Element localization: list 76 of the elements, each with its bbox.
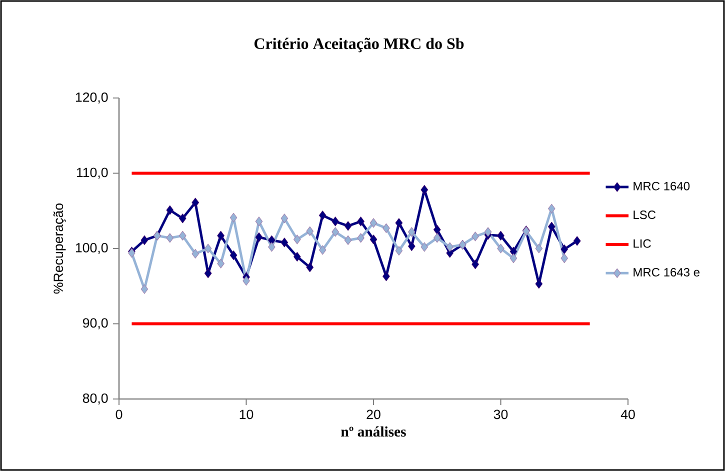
point bbox=[535, 279, 543, 289]
point bbox=[420, 242, 428, 252]
point bbox=[294, 234, 301, 244]
y-tick-label: 120,0 bbox=[76, 92, 108, 104]
point bbox=[560, 244, 568, 254]
point bbox=[510, 246, 518, 256]
point bbox=[573, 236, 581, 246]
point bbox=[166, 233, 174, 243]
point bbox=[318, 245, 326, 255]
point bbox=[357, 233, 364, 243]
point bbox=[344, 235, 352, 245]
point bbox=[497, 244, 504, 254]
point bbox=[306, 226, 314, 236]
x-tick-label: 20 bbox=[366, 410, 380, 420]
point bbox=[395, 218, 403, 228]
point bbox=[242, 276, 250, 286]
point bbox=[370, 234, 378, 244]
point bbox=[446, 242, 454, 252]
point bbox=[408, 227, 416, 237]
point bbox=[433, 224, 441, 234]
legend-label: LSC bbox=[634, 210, 656, 220]
point bbox=[420, 185, 428, 195]
x-tick-label: 0 bbox=[116, 410, 122, 420]
point bbox=[472, 232, 479, 242]
point bbox=[268, 242, 276, 252]
point bbox=[280, 214, 288, 224]
point bbox=[166, 205, 174, 215]
point bbox=[433, 233, 441, 243]
point bbox=[178, 214, 186, 224]
point bbox=[332, 216, 339, 226]
x-axis-title: nº análises bbox=[341, 426, 406, 437]
point bbox=[484, 227, 492, 237]
point bbox=[140, 284, 148, 294]
point bbox=[560, 254, 568, 264]
point bbox=[318, 210, 326, 220]
legend-label: MRC 1640 bbox=[634, 182, 690, 190]
point bbox=[294, 252, 301, 262]
point bbox=[217, 230, 224, 240]
point bbox=[472, 260, 479, 270]
point bbox=[382, 223, 390, 233]
point bbox=[535, 244, 543, 254]
x-tick-label: 30 bbox=[494, 410, 508, 420]
point bbox=[230, 250, 238, 260]
point bbox=[382, 272, 390, 282]
point bbox=[548, 204, 556, 214]
point bbox=[217, 258, 224, 268]
point bbox=[140, 235, 148, 245]
legend-label: MRC 1643 e bbox=[634, 268, 700, 276]
y-axis-title: %Recuperação bbox=[53, 203, 66, 294]
point bbox=[395, 246, 403, 256]
point bbox=[204, 268, 212, 278]
point bbox=[497, 230, 504, 240]
chart-title: Critério Aceitação MRC do Sb bbox=[254, 38, 464, 52]
point bbox=[370, 218, 378, 228]
y-tick-label: 80,0 bbox=[82, 393, 108, 405]
point bbox=[255, 216, 263, 226]
point bbox=[510, 254, 518, 264]
point bbox=[192, 198, 200, 208]
point bbox=[204, 244, 212, 254]
x-tick-label: 10 bbox=[240, 410, 254, 420]
point bbox=[408, 241, 416, 252]
legend-label: LIC bbox=[634, 239, 651, 248]
point bbox=[280, 238, 288, 248]
point bbox=[548, 222, 556, 232]
y-tick-label: 100,0 bbox=[76, 242, 108, 254]
point bbox=[306, 262, 314, 272]
y-tick-label: 90,0 bbox=[82, 318, 108, 330]
point bbox=[255, 232, 263, 242]
point bbox=[332, 227, 339, 237]
point bbox=[230, 212, 238, 222]
y-tick-label: 110,0 bbox=[76, 168, 108, 179]
point bbox=[344, 221, 352, 231]
point bbox=[192, 248, 200, 259]
point bbox=[357, 216, 364, 226]
point bbox=[178, 230, 186, 240]
x-tick-label: 40 bbox=[620, 410, 635, 420]
